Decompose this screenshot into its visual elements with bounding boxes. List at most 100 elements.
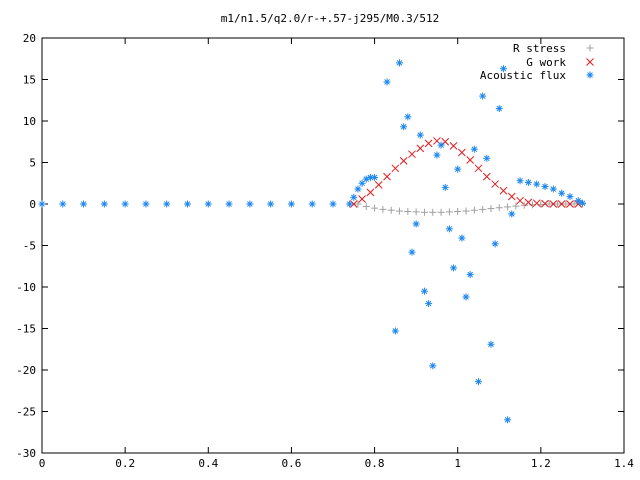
data-point <box>396 59 404 67</box>
data-point <box>454 207 462 215</box>
data-point <box>441 183 449 191</box>
x-tick-label: 1 <box>454 457 461 470</box>
data-point <box>387 206 395 214</box>
data-point <box>491 180 499 188</box>
y-tick-label: 10 <box>23 115 36 128</box>
data-point <box>524 178 532 186</box>
data-point <box>495 105 503 113</box>
data-point <box>520 201 528 209</box>
data-point <box>38 200 46 208</box>
data-point <box>558 189 566 197</box>
data-point <box>366 173 374 181</box>
data-point <box>458 148 466 157</box>
data-point <box>504 203 512 211</box>
data-point <box>450 264 458 272</box>
y-tick-label: -30 <box>16 447 36 460</box>
series-g-work <box>349 137 583 208</box>
data-point <box>449 142 458 150</box>
y-axis-ticks: -30 -25 -20 -15 -10 -5 0 5 10 15 20 <box>16 32 624 460</box>
legend-marker <box>586 58 594 66</box>
legend-label-g-work: G work <box>526 56 566 69</box>
data-point <box>416 131 424 139</box>
data-point <box>495 204 503 212</box>
plot-frame <box>41 37 625 454</box>
y-tick-label: -25 <box>16 406 36 419</box>
data-point <box>549 200 558 208</box>
data-point <box>487 205 495 213</box>
data-point <box>470 145 478 153</box>
x-tick-label: 0.8 <box>365 457 385 470</box>
legend-marker <box>586 71 594 79</box>
data-point <box>508 210 516 218</box>
data-point <box>499 65 507 73</box>
data-point <box>566 200 574 208</box>
data-point <box>429 362 437 370</box>
series-acoustic-flux <box>38 59 586 424</box>
data-point <box>462 207 470 215</box>
legend: R stress G work Acoustic flux <box>480 42 594 82</box>
data-point <box>287 200 295 208</box>
data-point <box>267 200 275 208</box>
data-point <box>570 200 578 208</box>
data-point <box>545 200 553 208</box>
data-point <box>487 340 495 348</box>
legend-marker-acoustic-flux <box>586 71 594 79</box>
data-point <box>420 208 428 216</box>
data-point <box>425 300 433 308</box>
legend-marker-g-work <box>586 58 594 66</box>
data-point <box>204 200 212 208</box>
data-point <box>383 78 391 86</box>
data-point <box>532 199 541 208</box>
data-point <box>512 202 520 210</box>
data-point <box>80 200 88 208</box>
x-tick-label: 0.4 <box>198 457 218 470</box>
data-point <box>504 416 512 424</box>
x-tick-label: 1.4 <box>614 457 634 470</box>
data-point <box>466 271 474 279</box>
data-point <box>466 156 475 164</box>
data-point <box>358 195 366 203</box>
data-point <box>483 154 491 162</box>
data-point <box>350 193 358 201</box>
legend-label-r-stress: R stress <box>513 42 566 55</box>
data-point <box>578 199 586 207</box>
y-tick-label: -15 <box>16 323 36 336</box>
x-tick-label: 0.2 <box>115 457 135 470</box>
data-point <box>475 378 482 386</box>
data-point <box>458 234 466 242</box>
data-point <box>396 207 404 215</box>
data-point <box>379 205 387 213</box>
data-point <box>541 183 549 191</box>
data-point <box>420 287 428 295</box>
data-point <box>516 177 524 185</box>
data-point <box>437 208 445 216</box>
data-point <box>358 179 366 187</box>
data-point <box>424 139 433 148</box>
data-point <box>516 196 524 205</box>
data-point <box>59 200 67 208</box>
data-point <box>383 172 391 181</box>
data-point <box>462 293 470 301</box>
data-point <box>433 151 441 159</box>
data-point <box>549 185 557 193</box>
data-point <box>445 225 453 233</box>
data-point <box>562 200 570 208</box>
data-point <box>557 200 566 208</box>
data-point <box>454 165 462 173</box>
data-point <box>412 208 420 216</box>
data-point <box>404 207 412 215</box>
y-tick-label: 20 <box>23 32 36 45</box>
data-point <box>100 200 108 208</box>
data-point <box>308 200 316 208</box>
data-point <box>482 172 491 181</box>
data-point <box>441 137 450 146</box>
data-point <box>371 204 379 212</box>
series-layer <box>38 59 586 424</box>
x-tick-label: 1.2 <box>531 457 551 470</box>
data-point <box>429 208 437 216</box>
x-tick-label: 0 <box>39 457 46 470</box>
data-point <box>184 200 191 208</box>
data-point <box>329 200 337 208</box>
data-point <box>121 200 129 208</box>
data-point <box>225 200 233 208</box>
